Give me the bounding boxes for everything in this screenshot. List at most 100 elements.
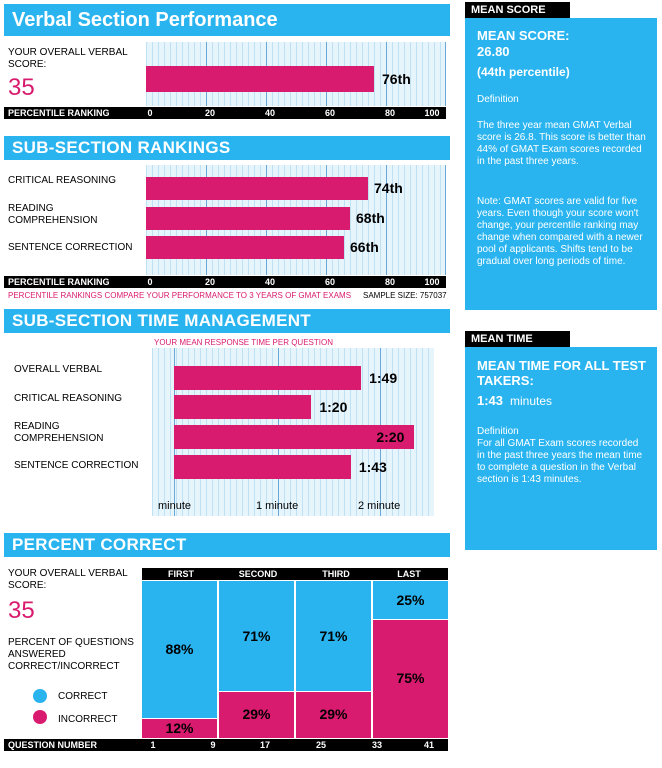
time-label-reading-comprehension: READING COMPREHENSION — [14, 421, 104, 444]
correct-cell-third — [296, 581, 371, 691]
time-bar-critical-reasoning — [174, 395, 312, 419]
time-management-title: SUB-SECTION TIME MANAGEMENT — [4, 309, 450, 333]
incorrect-value-third: 29% — [319, 706, 348, 722]
tick-label: 20 — [204, 277, 216, 287]
mean-score-value: 26.80 — [477, 44, 510, 59]
percent-correct-chart: 88% 12% 71% 29% 71% 29% 25% 75% — [142, 581, 448, 738]
column-header-second: SECOND — [238, 569, 278, 579]
tick-label: 60 — [324, 277, 336, 287]
incorrect-value-last: 75% — [396, 670, 425, 686]
time-tick-one-minute: 1 minute — [256, 500, 299, 512]
pc-description: PERCENT OF QUESTIONS ANSWERED CORRECT/IN… — [8, 637, 134, 672]
correct-cell-last — [373, 581, 448, 619]
legend-correct-label: CORRECT — [58, 691, 108, 702]
mean-score-header: MEAN SCORE — [465, 2, 570, 18]
tick-label: 80 — [384, 108, 396, 118]
incorrect-cell-third — [296, 692, 371, 738]
pc-overall-verbal-score: 35 — [8, 597, 35, 624]
time-label-sentence-correction: SENTENCE CORRECTION — [14, 460, 139, 471]
verbal-percentile-axis: PERCENTILE RANKING 0 20 40 60 80 100 — [4, 107, 446, 119]
ranking-value-sentence-correction: 66th — [350, 239, 379, 255]
tick-label: 20 — [204, 108, 216, 118]
tick-label: 40 — [264, 277, 276, 287]
column-header-third: THIRD — [322, 569, 350, 579]
mean-time-header: MEAN TIME — [465, 331, 570, 347]
tick-label: 0 — [147, 277, 153, 287]
question-tick: 17 — [259, 740, 271, 750]
correct-value-third: 71% — [319, 627, 348, 644]
incorrect-cell-first — [142, 719, 217, 738]
verbal-percentile-plot: 76th — [146, 42, 446, 106]
tick-label: 100 — [424, 108, 440, 118]
mean-time-unit: minutes — [510, 394, 553, 408]
time-bar-sentence-correction — [174, 455, 351, 479]
sample-size: SAMPLE SIZE: 757037 — [363, 291, 447, 300]
question-tick: 25 — [315, 740, 327, 750]
overall-verbal-score: 35 — [8, 74, 35, 101]
tick-label: 40 — [264, 108, 276, 118]
legend-correct-dot — [33, 689, 47, 703]
legend-incorrect-dot — [33, 710, 47, 724]
mean-score-panel: MEAN SCORE: 26.80 (44th percentile) Defi… — [465, 18, 657, 310]
mean-time-definition-label: Definition — [477, 426, 519, 437]
percent-correct-title: PERCENT CORRECT — [4, 533, 450, 557]
time-bar-overall-verbal — [174, 366, 362, 390]
pc-column-header-bar: FIRST SECOND THIRD LAST — [142, 568, 448, 580]
legend-incorrect-label: INCORRECT — [58, 714, 118, 725]
ranking-label-reading-comprehension: READING COMPREHENSION — [8, 203, 98, 226]
axis-label: QUESTION NUMBER — [8, 740, 98, 750]
correct-value-first: 88% — [165, 641, 194, 657]
ranking-label-sentence-correction: SENTENCE CORRECTION — [8, 242, 133, 253]
question-tick: 9 — [210, 740, 216, 750]
ranking-value-reading-comprehension: 68th — [356, 210, 385, 226]
correct-value-second: 71% — [242, 627, 271, 644]
time-management-subtitle: YOUR MEAN RESPONSE TIME PER QUESTION — [154, 338, 333, 347]
time-management-plot: 1:49 1:20 2:20 1:43 minute 1 minute 2 mi… — [152, 348, 434, 516]
time-tick-zero: minute — [158, 500, 192, 512]
mean-score-percentile: (44th percentile) — [477, 65, 570, 79]
time-value-overall-verbal: 1:49 — [369, 370, 398, 386]
ranking-label-critical-reasoning: CRITICAL REASONING — [8, 175, 116, 186]
correct-value-last: 25% — [396, 591, 425, 608]
ranking-bar-critical-reasoning — [146, 177, 368, 200]
tick-label: 60 — [324, 108, 336, 118]
incorrect-value-first: 12% — [165, 719, 194, 736]
time-value-reading-comprehension: 2:20 — [376, 429, 405, 445]
time-label-overall-verbal: OVERALL VERBAL — [14, 364, 103, 375]
subsection-rankings-title: SUB-SECTION RANKINGS — [4, 136, 450, 160]
correct-cell-second — [219, 581, 294, 691]
verbal-percentile-bar — [146, 66, 374, 92]
mean-score-definition: The three year mean GMAT Verbal score is… — [477, 120, 646, 167]
incorrect-value-second: 29% — [242, 706, 271, 722]
ranking-bar-reading-comprehension — [146, 207, 350, 230]
ranking-value-critical-reasoning: 74th — [374, 180, 403, 196]
mean-time-title: MEAN TIME FOR ALL TEST TAKERS: — [477, 358, 646, 388]
verbal-percentile-value: 76th — [382, 71, 411, 87]
mean-score-title: MEAN SCORE: — [477, 28, 570, 43]
overall-verbal-label: YOUR OVERALL VERBAL SCORE: — [8, 47, 128, 70]
mean-score-note: Note: GMAT scores are valid for five yea… — [477, 196, 643, 267]
subsection-rankings-plot: 74th 68th 66th — [146, 165, 446, 275]
time-bar-reading-comprehension — [174, 425, 415, 449]
mean-time-panel: MEAN TIME FOR ALL TEST TAKERS: 1:43 minu… — [465, 347, 657, 550]
time-value-critical-reasoning: 1:20 — [319, 399, 348, 415]
correct-cell-first — [142, 581, 217, 718]
time-value-sentence-correction: 1:43 — [358, 459, 387, 475]
pc-overall-verbal-label: YOUR OVERALL VERBAL SCORE: — [8, 568, 128, 591]
mean-time-value: 1:43 — [477, 393, 504, 408]
verbal-performance-title: Verbal Section Performance — [4, 4, 450, 36]
mean-time-definition: For all GMAT Exam scores recorded in the… — [477, 438, 643, 485]
tick-label: 0 — [147, 108, 153, 118]
tick-label: 100 — [424, 277, 440, 287]
tick-label: 80 — [384, 277, 396, 287]
axis-label: PERCENTILE RANKING — [8, 277, 110, 287]
question-number-axis: QUESTION NUMBER 1 9 17 25 33 41 — [4, 739, 448, 751]
incorrect-cell-second — [219, 692, 294, 738]
time-tick-two-minute: 2 minute — [358, 500, 401, 512]
rankings-footnote: PERCENTILE RANKINGS COMPARE YOUR PERFORM… — [8, 291, 352, 300]
column-header-last: LAST — [397, 569, 421, 579]
incorrect-cell-last — [373, 620, 448, 738]
question-tick: 41 — [423, 740, 435, 750]
ranking-bar-sentence-correction — [146, 236, 344, 259]
column-header-first: FIRST — [168, 569, 194, 579]
